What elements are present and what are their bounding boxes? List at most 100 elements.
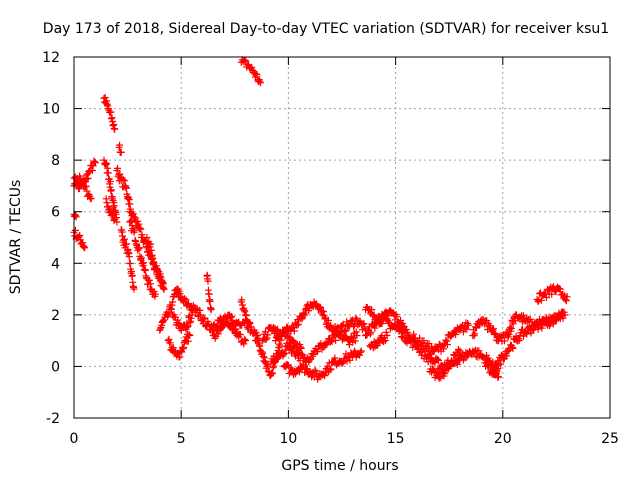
data-point	[200, 315, 208, 323]
data-point	[135, 244, 143, 252]
data-point	[244, 320, 252, 327]
data-point	[363, 331, 371, 339]
data-point	[529, 326, 537, 334]
data-point	[285, 333, 293, 341]
data-point	[180, 295, 188, 303]
data-point	[549, 320, 557, 328]
data-point	[81, 244, 89, 252]
data-point	[523, 330, 531, 338]
data-point	[128, 271, 136, 279]
data-point	[130, 285, 138, 293]
data-point	[277, 336, 285, 344]
data-point	[493, 365, 501, 373]
data-point	[350, 323, 358, 330]
data-point	[121, 177, 129, 185]
data-point	[84, 174, 92, 182]
data-point	[356, 348, 364, 356]
x-tick-label: 25	[601, 431, 619, 447]
data-point	[164, 312, 172, 320]
data-point	[475, 347, 483, 355]
data-point	[110, 217, 118, 224]
data-point	[187, 317, 195, 325]
data-point	[371, 324, 379, 332]
data-point	[110, 202, 118, 210]
data-point	[165, 309, 173, 317]
data-point	[332, 336, 340, 344]
data-point	[91, 159, 99, 167]
data-point	[461, 354, 469, 362]
data-point	[179, 345, 187, 353]
data-point	[537, 296, 545, 304]
data-point	[262, 335, 270, 343]
data-point	[242, 312, 250, 319]
data-point	[562, 297, 570, 305]
data-point	[286, 364, 294, 372]
data-point	[501, 337, 508, 345]
data-point	[114, 164, 121, 172]
data-point	[324, 316, 332, 324]
data-point	[314, 347, 322, 355]
data-point	[248, 63, 256, 71]
data-point	[255, 76, 263, 83]
data-point	[321, 369, 329, 377]
data-point	[311, 366, 319, 374]
y-tick-label: 4	[51, 256, 60, 272]
data-point	[434, 355, 442, 363]
x-tick-label: 15	[387, 431, 405, 447]
y-axis-label: SDTVAR / TECUs	[8, 180, 24, 295]
data-point	[223, 315, 231, 323]
plot-frame	[73, 56, 611, 419]
data-point	[116, 141, 124, 149]
x-tick-label: 5	[177, 431, 186, 447]
data-point	[152, 290, 159, 298]
data-point	[495, 373, 502, 381]
data-point	[106, 178, 114, 185]
data-point	[534, 298, 542, 306]
data-point	[405, 332, 412, 339]
data-point	[206, 297, 214, 305]
data-point	[318, 307, 326, 315]
data-point	[360, 320, 368, 328]
data-point	[214, 330, 222, 338]
data-point	[538, 324, 546, 332]
data-point	[463, 325, 471, 333]
data-point	[102, 195, 110, 203]
data-point	[523, 314, 531, 322]
data-point	[257, 79, 264, 87]
data-point	[300, 361, 308, 369]
data-point	[495, 333, 503, 340]
data-point	[471, 330, 479, 338]
data-point	[353, 332, 361, 339]
data-point	[101, 94, 109, 101]
data-point	[75, 233, 83, 241]
data-point	[534, 325, 542, 333]
x-tick-label: 0	[70, 431, 79, 447]
data-point	[465, 321, 472, 329]
data-point	[111, 125, 119, 133]
data-point	[127, 217, 135, 225]
data-point	[236, 331, 244, 339]
data-point	[317, 304, 325, 312]
data-point	[443, 341, 451, 349]
data-point	[563, 293, 571, 301]
data-point	[516, 313, 524, 321]
data-point	[137, 225, 145, 233]
data-point	[117, 148, 125, 156]
data-point	[88, 167, 96, 174]
data-point	[478, 352, 486, 360]
data-point	[453, 361, 461, 368]
data-point	[111, 215, 119, 223]
data-point	[292, 340, 300, 347]
data-point	[140, 259, 148, 267]
data-point	[87, 195, 95, 203]
data-point	[490, 370, 498, 378]
data-point	[127, 205, 134, 213]
data-point	[559, 308, 567, 316]
data-point	[515, 337, 523, 344]
y-tick-label: 6	[51, 205, 60, 221]
data-point	[186, 332, 194, 339]
data-point	[494, 357, 502, 365]
data-point	[208, 328, 216, 336]
data-point	[342, 327, 350, 335]
